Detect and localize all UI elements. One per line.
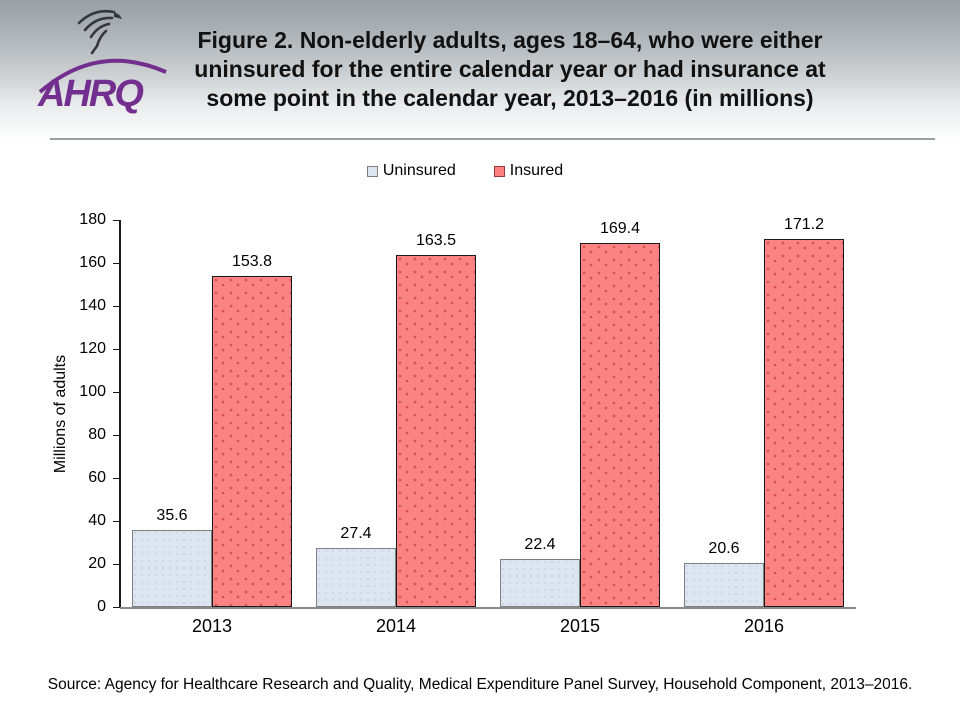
y-axis-tick bbox=[113, 477, 120, 479]
bar-uninsured-2015 bbox=[500, 558, 580, 607]
figure-title: Figure 2. Non-elderly adults, ages 18–64… bbox=[160, 26, 860, 113]
bar-uninsured-2013 bbox=[132, 530, 212, 607]
data-label-uninsured-2014: 27.4 bbox=[340, 525, 372, 543]
legend-label-uninsured: Uninsured bbox=[382, 162, 456, 179]
x-axis-label-2015: 2015 bbox=[559, 616, 601, 636]
y-axis-tick bbox=[113, 520, 120, 522]
ahrq-wordmark: AHRQ bbox=[37, 58, 167, 114]
y-axis-tick bbox=[113, 219, 120, 221]
y-axis-tick-label: 60 bbox=[88, 469, 106, 486]
y-axis-tick bbox=[113, 606, 120, 608]
y-axis-tick-label: 40 bbox=[88, 512, 106, 529]
legend-item-insured: Insured bbox=[493, 162, 564, 180]
y-axis-tick bbox=[113, 305, 120, 307]
x-axis-label-2016: 2016 bbox=[743, 616, 785, 636]
data-label-uninsured-2013: 35.6 bbox=[156, 507, 188, 525]
y-axis-tick-label: 120 bbox=[79, 340, 106, 357]
data-label-uninsured-2016: 20.6 bbox=[708, 539, 740, 557]
bar-uninsured-2016 bbox=[684, 562, 764, 607]
y-axis-tick-label: 20 bbox=[88, 555, 106, 572]
figure-title-line1: Figure 2. Non-elderly adults, ages 18–64… bbox=[197, 27, 823, 53]
data-label-uninsured-2015: 22.4 bbox=[524, 535, 556, 553]
hhs-eagle-icon bbox=[77, 9, 122, 55]
header: AHRQ Figure 2. Non-elderly adults, ages … bbox=[0, 0, 960, 140]
x-axis-line bbox=[120, 607, 856, 609]
y-axis-tick-label: 180 bbox=[79, 211, 106, 228]
y-axis-tick bbox=[113, 434, 120, 436]
y-axis-tick-label: 80 bbox=[88, 426, 106, 443]
figure-title-line3: some point in the calendar year, 2013–20… bbox=[206, 85, 814, 111]
y-axis-tick bbox=[113, 563, 120, 565]
y-axis-title: Millions of adults bbox=[52, 354, 69, 473]
bar-uninsured-2014 bbox=[316, 548, 396, 607]
legend-label-insured: Insured bbox=[509, 162, 564, 179]
legend-swatch-insured bbox=[493, 165, 505, 177]
ahrq-logo-text: AHRQ bbox=[37, 73, 143, 114]
bar-insured-2016 bbox=[764, 238, 844, 607]
y-axis-tick-label: 0 bbox=[97, 598, 106, 615]
legend-swatch-uninsured bbox=[366, 165, 378, 177]
data-label-insured-2016: 171.2 bbox=[783, 215, 825, 233]
bar-insured-2013 bbox=[212, 276, 292, 607]
source-note: Source: Agency for Healthcare Research a… bbox=[47, 676, 913, 693]
y-axis-tick bbox=[113, 348, 120, 350]
y-axis-line bbox=[119, 220, 121, 607]
x-axis-label-2013: 2013 bbox=[191, 616, 233, 636]
figure-title-line2: uninsured for the entire calendar year o… bbox=[194, 56, 826, 82]
y-axis-tick-label: 100 bbox=[79, 383, 106, 400]
y-axis-tick-label: 160 bbox=[79, 254, 106, 271]
data-label-insured-2013: 153.8 bbox=[231, 253, 273, 271]
y-axis-tick bbox=[113, 391, 120, 393]
header-divider bbox=[50, 138, 935, 140]
bar-insured-2014 bbox=[396, 255, 476, 607]
data-label-insured-2014: 163.5 bbox=[415, 232, 457, 250]
legend-item-uninsured: Uninsured bbox=[366, 162, 456, 180]
y-axis-tick-label: 140 bbox=[79, 297, 106, 314]
bar-insured-2015 bbox=[580, 242, 660, 607]
chart-legend: Uninsured Insured bbox=[0, 158, 930, 184]
x-axis-label-2014: 2014 bbox=[375, 616, 417, 636]
ahrq-logo: AHRQ bbox=[36, 4, 167, 114]
y-axis-tick bbox=[113, 262, 120, 264]
data-label-insured-2015: 169.4 bbox=[599, 219, 641, 237]
